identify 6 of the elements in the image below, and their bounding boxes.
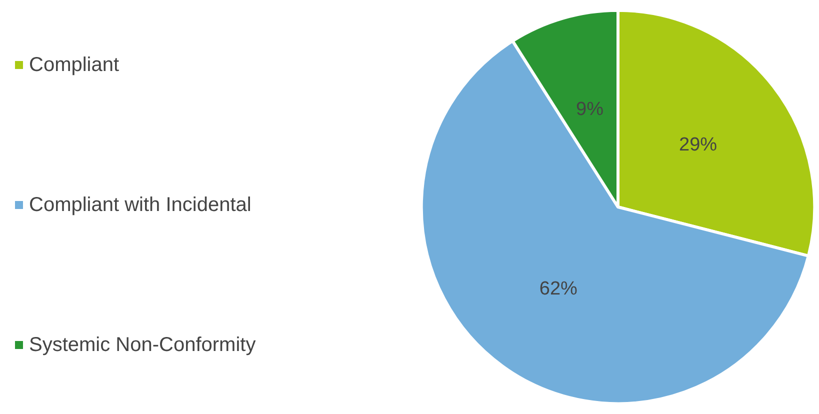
legend-label: Compliant with Incidental — [29, 194, 252, 216]
legend-label: Compliant — [29, 54, 120, 76]
legend-label: Systemic Non-Conformity — [29, 334, 256, 356]
data-label: 9% — [576, 99, 604, 120]
data-label: 29% — [679, 134, 718, 156]
data-label: 62% — [539, 278, 578, 300]
